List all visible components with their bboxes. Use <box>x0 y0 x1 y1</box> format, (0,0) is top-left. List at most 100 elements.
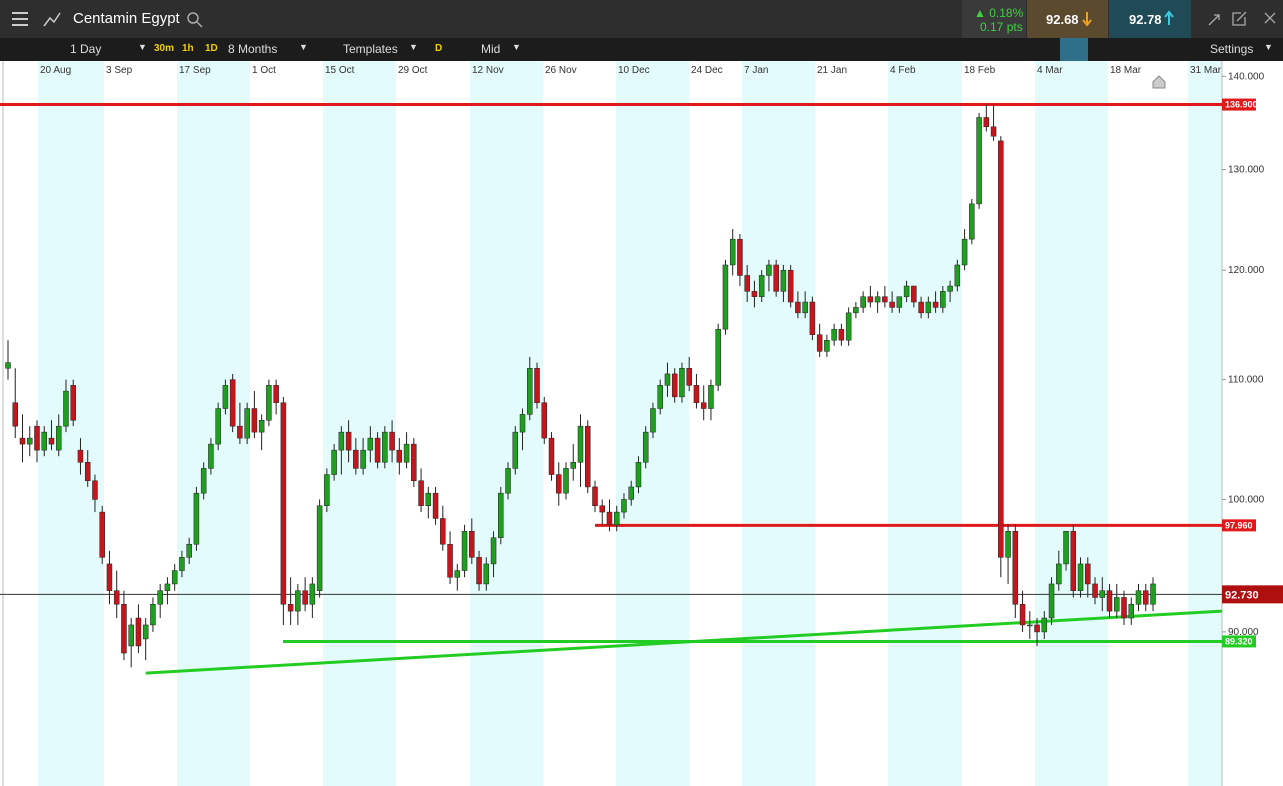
candle-body <box>708 385 714 409</box>
instrument-name: Centamin Egypt <box>73 10 180 27</box>
candle-body <box>461 531 468 571</box>
y-tick-label: 130.000 <box>1228 165 1265 176</box>
quick-interval[interactable]: 1h <box>182 43 194 54</box>
x-tick-label: 17 Sep <box>179 65 211 76</box>
settings-button[interactable]: Settings <box>1210 42 1254 56</box>
time-band <box>470 61 543 786</box>
candle-body <box>1012 531 1019 605</box>
candle-body <box>229 379 236 427</box>
candle-body <box>824 339 830 352</box>
dropdown-arrow[interactable]: ▼ <box>512 42 521 52</box>
price-type-select[interactable]: Mid <box>481 42 501 56</box>
candle-body <box>577 425 584 463</box>
candle-body <box>295 590 301 612</box>
candle-body <box>831 328 837 341</box>
y-tick-label: 100.000 <box>1228 494 1265 505</box>
quick-interval[interactable]: 1D <box>205 43 218 54</box>
x-tick-label: 20 Aug <box>40 65 71 76</box>
candle-body <box>273 385 279 403</box>
candle-body <box>1092 583 1098 598</box>
crosshair-button[interactable] <box>1060 38 1088 61</box>
dropdown-arrow[interactable]: ▼ <box>409 42 418 52</box>
candle-body <box>671 373 678 398</box>
x-tick-label: 12 Nov <box>472 65 504 76</box>
candle-body <box>186 543 192 558</box>
templates-button[interactable]: Templates <box>343 42 398 56</box>
candle-body <box>889 301 895 308</box>
candle-body <box>418 480 424 506</box>
candle-body <box>1041 617 1048 633</box>
dropdown-arrow[interactable]: ▼ <box>1264 42 1273 52</box>
interval-select[interactable]: 1 Day <box>70 42 102 56</box>
candle-body <box>215 408 221 445</box>
candle-body <box>983 117 990 128</box>
candle-body <box>244 408 250 439</box>
candle-body <box>853 307 859 314</box>
buy-button[interactable] <box>1109 0 1191 38</box>
candle-body <box>802 301 808 314</box>
candle-body <box>773 264 779 292</box>
candle-body <box>447 543 453 578</box>
candle-body <box>77 449 84 463</box>
x-tick-label: 26 Nov <box>545 65 577 76</box>
candle-body <box>809 301 816 335</box>
candle-body <box>512 431 519 469</box>
dropdown-arrow[interactable]: ▼ <box>299 42 308 52</box>
price-level-label: 92.730 <box>1225 589 1259 601</box>
candle-body <box>338 431 345 451</box>
change-pct: ▲ 0.18% <box>974 6 1024 20</box>
x-tick-label: 18 Feb <box>964 65 996 76</box>
candle-body <box>657 385 663 409</box>
candle-body <box>911 285 917 303</box>
candle-body <box>874 296 881 303</box>
candle-body <box>48 437 55 445</box>
quick-interval[interactable]: 30m <box>154 43 175 54</box>
buy-price[interactable]: 92.78 <box>1129 12 1162 27</box>
candle-body <box>613 511 620 526</box>
time-band <box>1188 61 1222 786</box>
candle-body <box>309 583 316 605</box>
search-icon[interactable] <box>186 11 204 29</box>
candle-body <box>642 431 649 463</box>
candle-body <box>92 480 98 500</box>
price-level-label: 89.320 <box>1225 636 1253 646</box>
price-level-label: 136.900 <box>1225 100 1258 110</box>
x-tick-label: 10 Dec <box>618 65 650 76</box>
candle-body <box>5 362 11 369</box>
candle-body <box>26 437 33 445</box>
candle-body <box>606 511 613 526</box>
candle-body <box>1063 531 1069 565</box>
change-pts: 0.17 pts <box>980 20 1023 34</box>
candle-body <box>302 590 308 605</box>
range-select[interactable]: 8 Months <box>228 42 278 56</box>
x-tick-label: 31 Mar <box>1190 65 1222 76</box>
window-icons[interactable] <box>1205 9 1280 29</box>
candle-body <box>490 537 497 565</box>
chart-type-icon[interactable] <box>42 9 62 29</box>
candle-body <box>113 590 120 605</box>
candle-body <box>367 437 374 451</box>
candle-body <box>918 301 924 314</box>
candle-body <box>766 264 772 276</box>
menu-icon[interactable] <box>10 10 30 28</box>
candle-body <box>744 275 750 292</box>
candle-body <box>998 140 1004 558</box>
candle-body <box>584 425 591 488</box>
sell-button[interactable] <box>1027 0 1108 38</box>
x-tick-label: 7 Jan <box>744 65 768 76</box>
candle-body <box>722 264 729 330</box>
candle-body <box>403 443 410 463</box>
candle-body <box>171 570 178 585</box>
candle-body <box>258 420 265 433</box>
candle-body <box>150 604 156 626</box>
candle-body <box>200 468 207 494</box>
candle-body <box>440 518 446 545</box>
price-mode[interactable]: D <box>435 43 443 54</box>
price-level-tag <box>1222 98 1256 111</box>
dropdown-arrow[interactable]: ▼ <box>138 42 147 52</box>
candle-body <box>621 499 627 513</box>
candle-body <box>1070 531 1077 591</box>
change-box <box>962 0 1026 38</box>
sell-price[interactable]: 92.68 <box>1046 12 1079 27</box>
candle-body <box>70 385 76 421</box>
